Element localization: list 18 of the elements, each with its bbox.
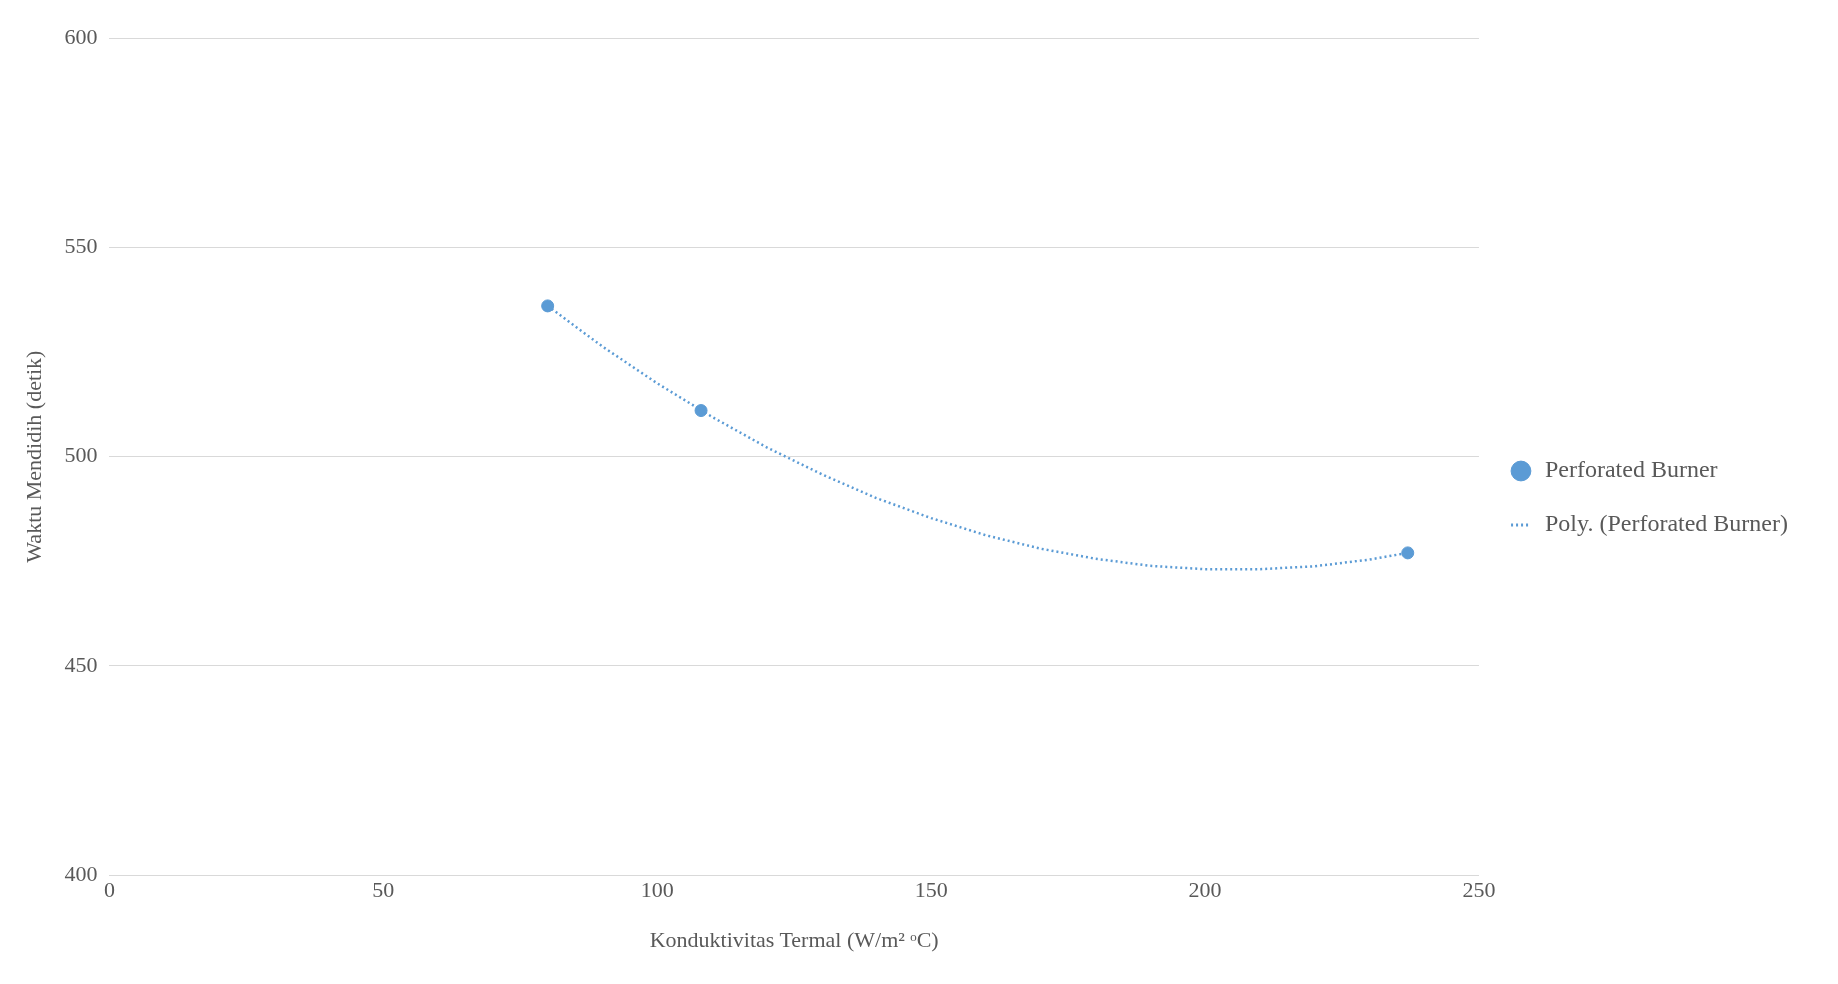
y-tick-label: 600 bbox=[64, 23, 98, 49]
point bbox=[694, 404, 708, 418]
point bbox=[1401, 546, 1415, 560]
x-tick-label: 0 bbox=[103, 877, 115, 903]
x-axis-title: Konduktivitas Termal (W/m² ᵒC) bbox=[649, 926, 939, 952]
point bbox=[541, 299, 555, 313]
legend-label: Poly. (Perforated Burner) bbox=[1544, 510, 1789, 537]
y-tick-label: 550 bbox=[64, 233, 98, 259]
x-tick-label: 250 bbox=[1462, 877, 1496, 903]
y-tick-label: 400 bbox=[64, 860, 98, 886]
y-tick-label: 450 bbox=[64, 651, 98, 677]
x-tick-label: 150 bbox=[914, 877, 948, 903]
y-axis-title: Waktu Mendidih (detik) bbox=[20, 350, 46, 563]
x-tick-label: 50 bbox=[372, 877, 395, 903]
x-tick-label: 200 bbox=[1188, 877, 1222, 903]
y-tick-label: 500 bbox=[64, 442, 98, 468]
legend-label: Perforated Burner bbox=[1544, 456, 1718, 483]
x-tick-label: 100 bbox=[640, 877, 674, 903]
